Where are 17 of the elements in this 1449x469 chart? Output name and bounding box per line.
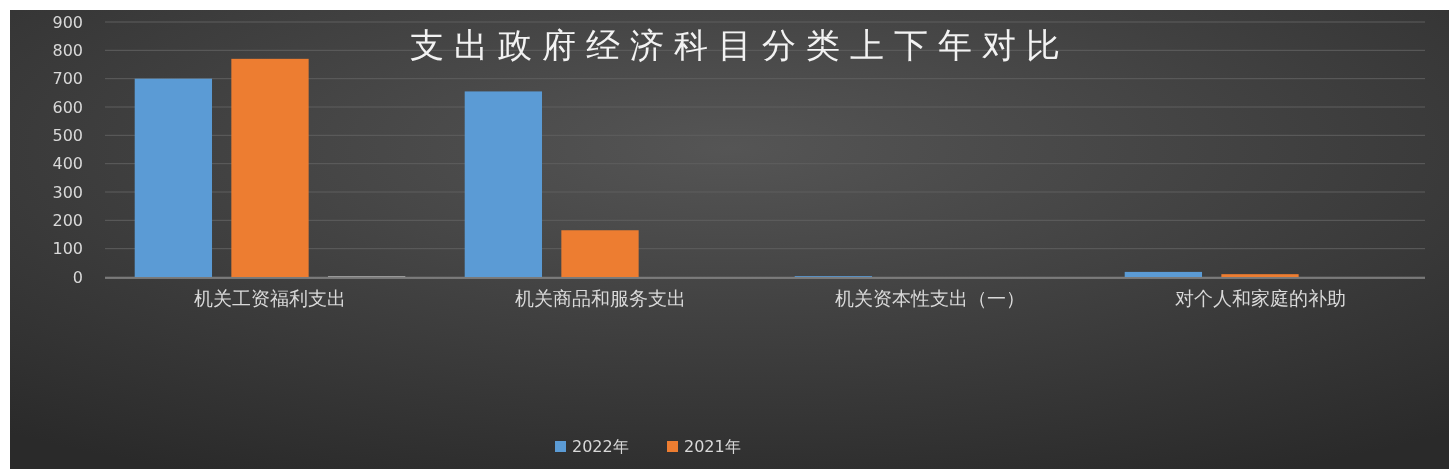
y-tick-label: 600 <box>52 97 83 117</box>
y-tick-label: 400 <box>52 154 83 174</box>
y-tick-label: 500 <box>52 125 83 145</box>
x-tick-label: 机关资本性支出（一） <box>835 287 1025 309</box>
y-tick-label: 0 <box>72 267 83 287</box>
y-tick-label: 700 <box>52 69 83 89</box>
x-tick-label: 对个人和家庭的补助 <box>1174 287 1346 309</box>
legend-label: 2021年 <box>684 437 741 456</box>
legend-label: 2022年 <box>572 437 629 456</box>
y-tick-label: 300 <box>52 182 83 202</box>
y-tick-label: 900 <box>52 12 83 32</box>
x-tick-label: 机关工资福利支出 <box>194 287 346 309</box>
y-tick-label: 100 <box>52 239 83 259</box>
y-tick-label: 200 <box>52 210 83 230</box>
x-tick-label: 机关商品和服务支出 <box>514 287 686 309</box>
chart-title: 支出政府经济科目分类上下年对比 <box>410 25 1070 65</box>
y-tick-label: 800 <box>52 40 83 60</box>
